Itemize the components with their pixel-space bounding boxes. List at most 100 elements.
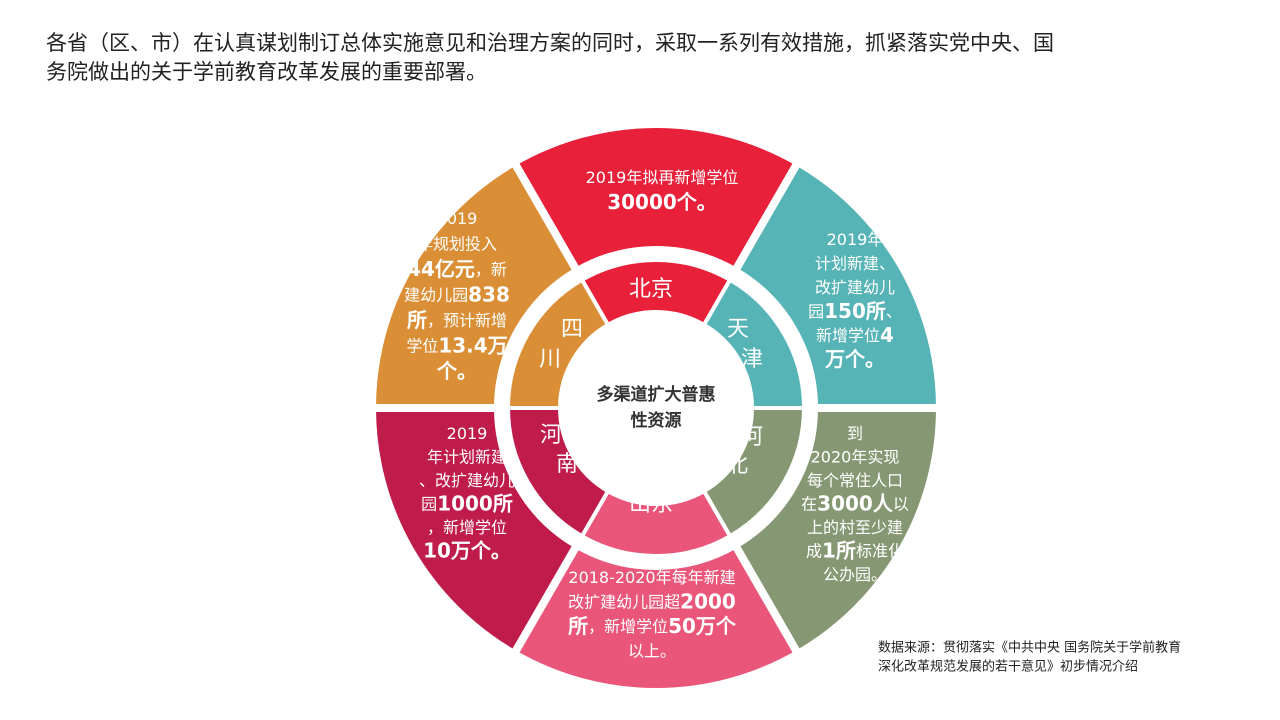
segment-text-line: 上的村至少建 xyxy=(807,518,903,537)
text-run: ，新 xyxy=(475,260,507,279)
text-run: 建幼儿园 xyxy=(404,285,468,304)
segment-text-line: 、改扩建幼儿 xyxy=(419,471,515,490)
outer-segment xyxy=(729,404,945,660)
text-run: 30000个。 xyxy=(607,190,717,214)
segment-text-line: 2018-2020年每年新建 xyxy=(568,568,735,587)
text-run: ，新增学位 xyxy=(427,518,507,537)
segment-text-line: 个。 xyxy=(436,359,477,383)
segment-text-line: 2019年拟再新增学位 xyxy=(586,168,739,187)
segment-text-line: 所，预计新增 xyxy=(407,308,507,332)
province-label: 天津 xyxy=(727,317,763,372)
segment-text-line: 公办园。 xyxy=(823,565,887,584)
segment-text-line: 2020年实现 xyxy=(811,447,900,466)
text-run: 4 xyxy=(880,323,894,347)
segment-text-line: 成1所标准化 xyxy=(806,538,904,562)
segment-text-line: 改扩建幼儿园超2000 xyxy=(568,589,736,613)
text-run: 838 xyxy=(468,282,510,306)
text-run: 标准化 xyxy=(856,541,904,560)
text-run: 以上。 xyxy=(628,641,676,660)
segment-text-line: 年规划投入 xyxy=(417,234,497,253)
segment-text-line: 所，新增学位50万个 xyxy=(568,614,737,638)
text-run: 成 xyxy=(806,541,822,560)
segment-text-line: 在3000人以 xyxy=(801,491,909,515)
segment-text-line: 年计划新建 xyxy=(427,447,507,466)
segment-text-line: 改扩建幼儿 xyxy=(815,278,895,297)
text-run: 2019 xyxy=(437,209,478,228)
segment-text-line: 44亿元，新 xyxy=(407,257,507,281)
text-run: 所 xyxy=(568,614,588,638)
text-run: 新增学位 xyxy=(816,326,880,345)
text-run: 每个常住人口 xyxy=(807,471,903,490)
text-run: 150所 xyxy=(824,299,886,323)
text-run: 2018-2020年每年新建 xyxy=(568,568,735,587)
text-run: 计划新建、 xyxy=(815,254,895,273)
segment-text-line: 学位13.4万 xyxy=(406,333,507,357)
text-run: ，新增学位 xyxy=(588,617,668,636)
segment-text-line: 2019 xyxy=(437,209,478,228)
text-run: 改扩建幼儿园超 xyxy=(568,592,680,611)
text-run: 、改扩建幼儿 xyxy=(419,471,515,490)
outer-segment xyxy=(508,120,804,277)
text-run: 1所 xyxy=(822,538,856,562)
outer-segment xyxy=(367,404,583,660)
segment-text-line: 到 xyxy=(847,424,863,443)
text-run: 上的村至少建 xyxy=(807,518,903,537)
text-run: 所 xyxy=(407,308,427,332)
segment-text-line: 30000个。 xyxy=(607,190,717,214)
text-run: ，预计新增 xyxy=(427,311,507,330)
center-label: 多渠道扩大普惠 xyxy=(597,384,716,405)
segment-text-line: 新增学位4 xyxy=(816,323,894,347)
outer-segment xyxy=(508,539,804,696)
province-label: 四川 xyxy=(539,317,583,372)
text-run: 、 xyxy=(886,302,902,321)
text-run: 50万个 xyxy=(668,614,737,638)
outer-segment xyxy=(367,156,583,412)
segment-text-line: 计划新建、 xyxy=(815,254,895,273)
text-run: 2019年 xyxy=(827,230,884,249)
inner-segment xyxy=(505,277,611,410)
text-run: 13.4万 xyxy=(438,333,507,357)
text-run: 年计划新建 xyxy=(427,447,507,466)
text-run: 2020年实现 xyxy=(811,447,900,466)
ring: 2019年拟再新增学位30000个。北京2019年计划新建、改扩建幼儿园150所… xyxy=(367,120,945,696)
text-run: 1000所 xyxy=(437,491,513,515)
province-label: 河北 xyxy=(726,425,763,478)
text-run: 万个。 xyxy=(824,347,885,371)
text-run: 10万个。 xyxy=(423,538,511,562)
text-run: 改扩建幼儿 xyxy=(815,278,895,297)
text-run: 个。 xyxy=(436,359,477,383)
text-run: 到 xyxy=(847,424,863,443)
center-label: 性资源 xyxy=(631,410,682,431)
segment-text-line: ，新增学位 xyxy=(427,518,507,537)
text-run: 2000 xyxy=(680,589,736,613)
center-circle xyxy=(564,316,748,500)
segment-text-line: 10万个。 xyxy=(423,538,511,562)
text-run: 2019 xyxy=(447,424,488,443)
segment-text-line: 园1000所 xyxy=(421,491,513,515)
province-label: 北京 xyxy=(629,277,673,302)
segment-text-line: 2019 xyxy=(447,424,488,443)
segment-text-line: 以上。 xyxy=(628,641,676,660)
segment-text-line: 2019年 xyxy=(827,230,884,249)
segment-text-line: 每个常住人口 xyxy=(807,471,903,490)
text-run: 园 xyxy=(808,302,824,321)
header-line: 各省（区、市）在认真谋划制订总体实施意见和治理方案的同时，采取一系列有效措施，抓… xyxy=(46,31,1054,55)
text-run: 园 xyxy=(421,494,437,513)
segment-text-line: 万个。 xyxy=(824,347,885,371)
text-run: 年规划投入 xyxy=(417,234,497,253)
text-run: 学位 xyxy=(406,336,438,355)
segment-text-line: 园150所、 xyxy=(808,299,902,323)
segment-text-line: 建幼儿园838 xyxy=(404,282,510,306)
text-run: 在 xyxy=(801,494,817,513)
province-label: 山东 xyxy=(629,492,673,517)
text-run: 公办园。 xyxy=(823,565,887,584)
source-line: 深化改革规范发展的若干意见》初步情况介绍 xyxy=(878,659,1138,675)
province-label: 河南 xyxy=(540,423,578,477)
source-line: 数据来源：贯彻落实《中共中央 国务院关于学前教育 xyxy=(878,640,1181,656)
header-line: 务院做出的关于学前教育改革发展的重要部署。 xyxy=(46,60,487,84)
text-run: 3000人 xyxy=(817,491,894,515)
outer-segment xyxy=(729,156,945,412)
text-run: 44亿元 xyxy=(407,257,475,281)
